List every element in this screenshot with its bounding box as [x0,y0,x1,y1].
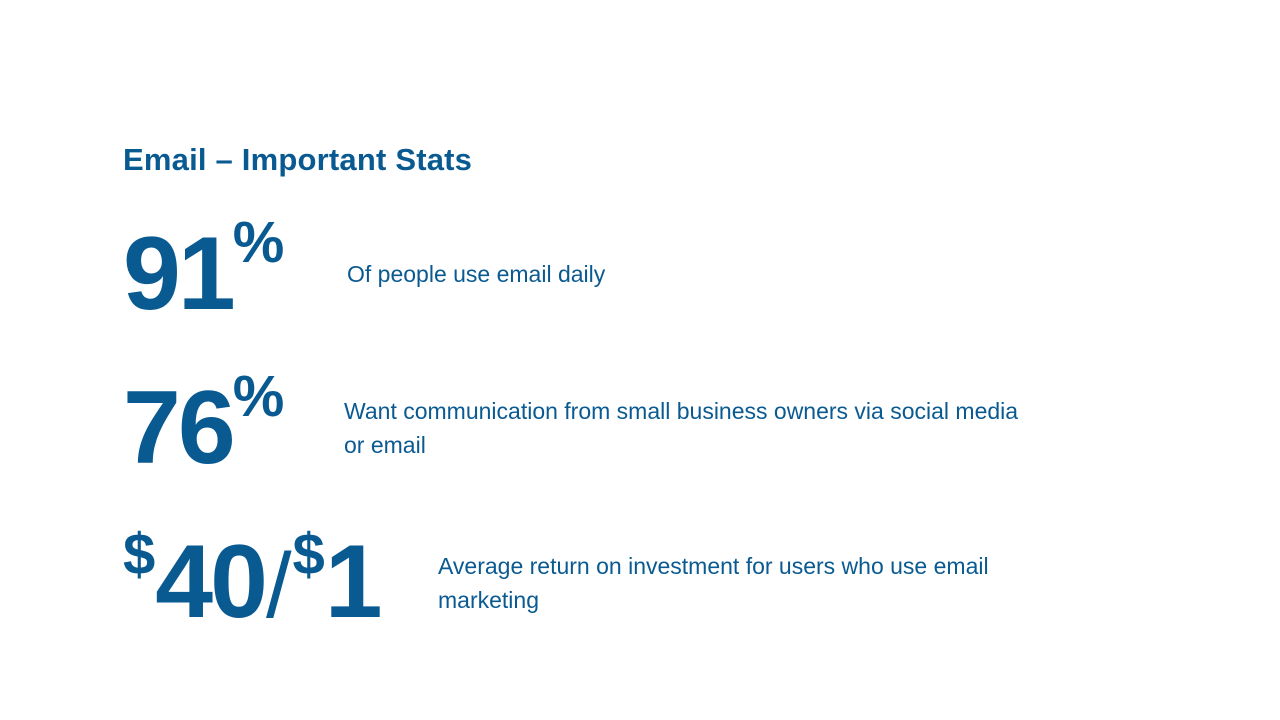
stat-currency-symbol: $ [292,522,325,587]
stat-description: Average return on investment for users w… [438,553,989,613]
stat-76-percent: 76% [123,368,284,481]
stat-roi: $40/$1 [123,526,383,637]
stat-currency-symbol: $ [123,522,156,587]
stat-value: 1 [324,524,383,640]
stat-unit: % [232,364,285,429]
stat-unit: % [232,210,285,275]
stat-value: 76 [123,370,236,486]
stat-value: 91 [123,216,236,332]
stat-description: Want communication from small business o… [344,398,1019,458]
slide-title: Email – Important Stats [123,142,473,177]
stat-separator: / [265,535,292,637]
stat-value: 40 [155,524,268,640]
stat-description: Of people use email daily [347,261,606,287]
stat-91-percent: 91% [123,214,284,327]
